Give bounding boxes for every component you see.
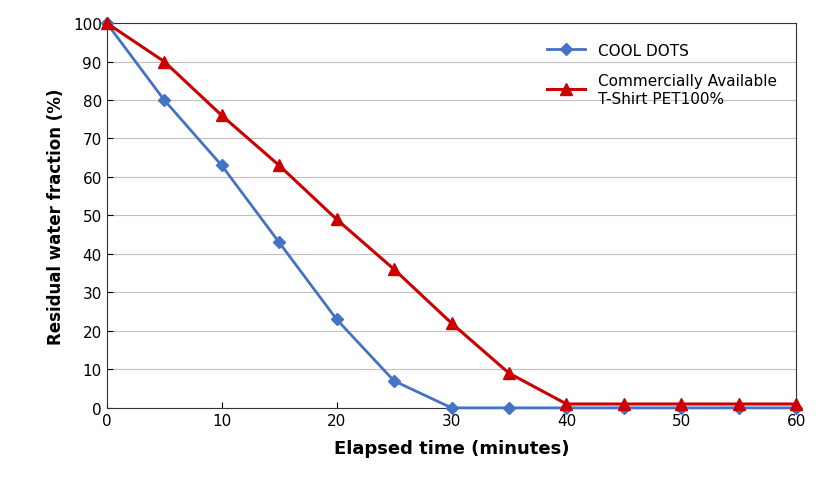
Legend: COOL DOTS, Commercially Available
T-Shirt PET100%: COOL DOTS, Commercially Available T-Shir… xyxy=(534,32,789,119)
Commercially Available
T-Shirt PET100% xyxy=(102,21,112,27)
Line: COOL DOTS: COOL DOTS xyxy=(103,20,800,412)
Commercially Available
T-Shirt PET100% xyxy=(332,217,342,223)
COOL DOTS xyxy=(447,405,456,411)
COOL DOTS xyxy=(619,405,629,411)
COOL DOTS xyxy=(734,405,744,411)
Commercially Available
T-Shirt PET100% xyxy=(159,60,169,65)
Y-axis label: Residual water fraction (%): Residual water fraction (%) xyxy=(47,88,65,344)
COOL DOTS xyxy=(504,405,514,411)
Commercially Available
T-Shirt PET100% xyxy=(791,401,801,407)
COOL DOTS xyxy=(562,405,571,411)
Commercially Available
T-Shirt PET100% xyxy=(447,321,456,326)
Commercially Available
T-Shirt PET100% xyxy=(619,401,629,407)
Commercially Available
T-Shirt PET100% xyxy=(677,401,686,407)
COOL DOTS xyxy=(102,21,112,27)
COOL DOTS xyxy=(332,317,342,323)
Commercially Available
T-Shirt PET100% xyxy=(389,267,399,273)
Commercially Available
T-Shirt PET100% xyxy=(734,401,744,407)
COOL DOTS xyxy=(217,163,227,169)
Commercially Available
T-Shirt PET100% xyxy=(562,401,571,407)
Commercially Available
T-Shirt PET100% xyxy=(504,371,514,376)
X-axis label: Elapsed time (minutes): Elapsed time (minutes) xyxy=(334,439,569,457)
COOL DOTS xyxy=(389,378,399,384)
Line: Commercially Available
T-Shirt PET100%: Commercially Available T-Shirt PET100% xyxy=(100,18,803,410)
Commercially Available
T-Shirt PET100% xyxy=(217,113,227,119)
Commercially Available
T-Shirt PET100% xyxy=(274,163,284,169)
COOL DOTS xyxy=(159,98,169,104)
COOL DOTS xyxy=(791,405,801,411)
COOL DOTS xyxy=(677,405,686,411)
COOL DOTS xyxy=(274,240,284,246)
